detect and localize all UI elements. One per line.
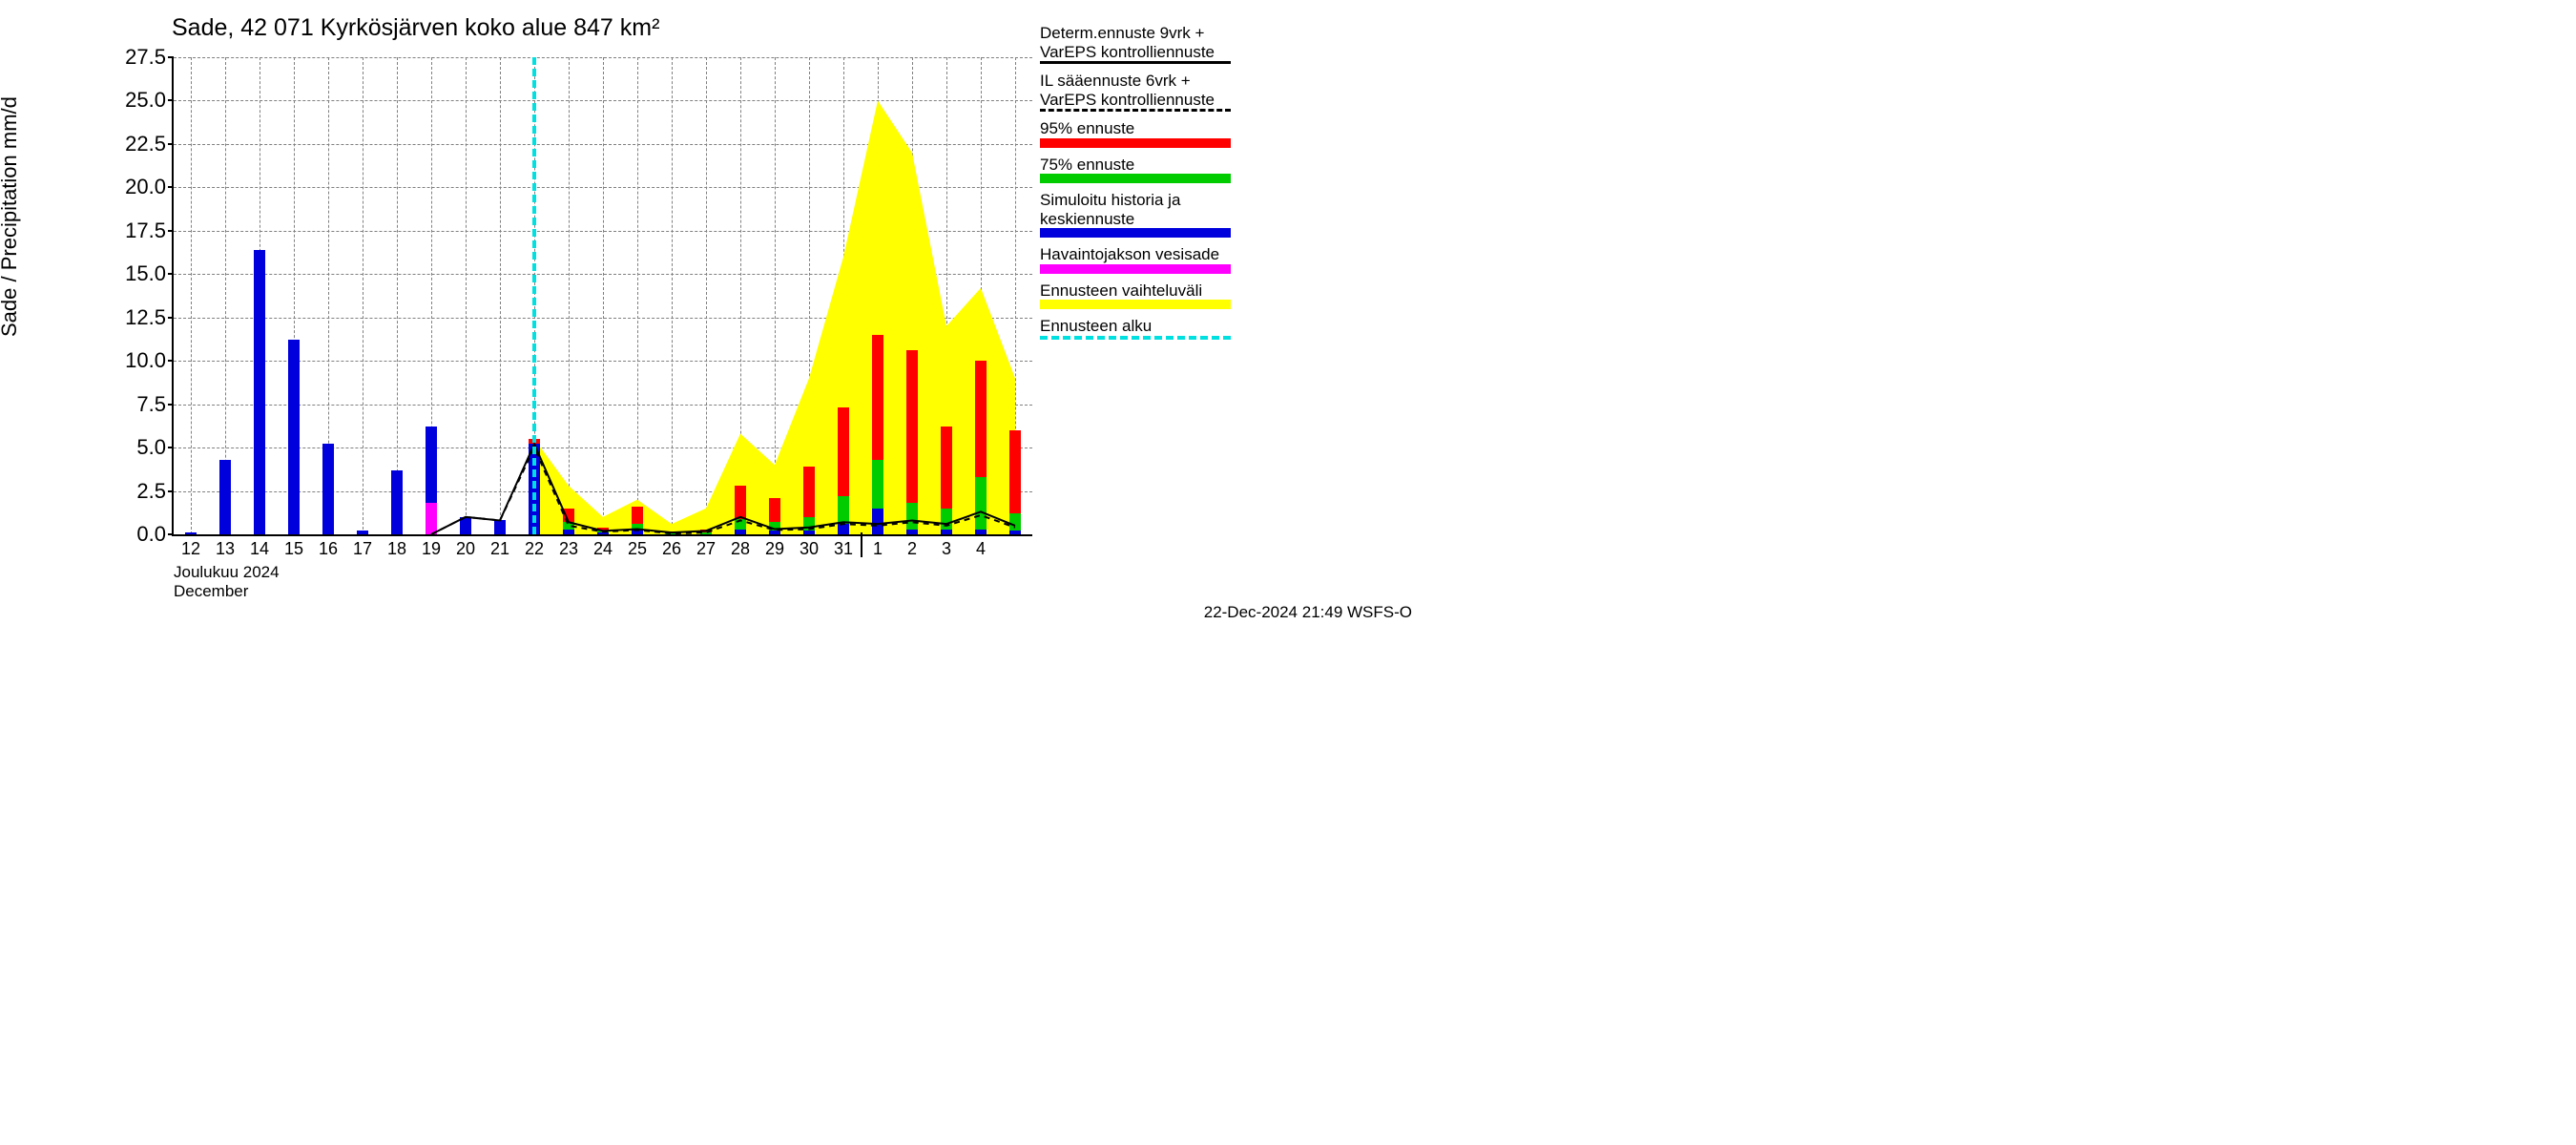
legend-item: Ennusteen vaihteluväli [1040,281,1422,310]
legend-item: IL sääennuste 6vrk + VarEPS kontrollienn… [1040,72,1422,112]
legend-label: keskiennuste [1040,210,1422,229]
y-tick-label: 25.0 [125,88,166,113]
y-tick-label: 10.0 [125,348,166,373]
x-tick-label: 28 [731,539,750,559]
legend-swatch [1040,109,1231,112]
legend-item: Determ.ennuste 9vrk +VarEPS kontrollienn… [1040,24,1422,64]
x-axis-month-label: Joulukuu 2024 December [174,563,280,602]
x-tick-label: 18 [387,539,406,559]
x-tick-label: 25 [628,539,647,559]
plot-area: Joulukuu 2024 December 0.02.55.07.510.01… [172,57,1032,536]
chart-title: Sade, 42 071 Kyrkösjärven koko alue 847 … [172,14,659,42]
y-tick-label: 12.5 [125,305,166,330]
legend-label: 95% ennuste [1040,119,1422,138]
month-divider-tick [861,532,862,557]
x-tick-label: 16 [319,539,338,559]
x-tick-label: 31 [834,539,853,559]
legend-swatch [1040,61,1231,64]
legend-item: Ennusteen alku [1040,317,1422,340]
legend-swatch [1040,228,1231,238]
forecast-line-svg [174,57,1032,534]
legend-label: Determ.ennuste 9vrk + [1040,24,1422,43]
x-tick-label: 13 [216,539,235,559]
month-fi: Joulukuu 2024 [174,563,280,581]
y-tick-label: 22.5 [125,132,166,156]
legend-label: Simuloitu historia ja [1040,191,1422,210]
x-tick-label: 23 [559,539,578,559]
legend-swatch [1040,174,1231,183]
x-tick-label: 4 [976,539,986,559]
x-tick-label: 27 [696,539,716,559]
legend-item: Simuloitu historia jakeskiennuste [1040,191,1422,238]
y-tick-label: 17.5 [125,219,166,243]
legend-swatch [1040,336,1231,340]
legend-label: Ennusteen alku [1040,317,1422,336]
x-tick-label: 29 [765,539,784,559]
x-tick-label: 3 [942,539,951,559]
y-tick-label: 5.0 [136,435,166,460]
y-tick-label: 7.5 [136,392,166,417]
x-tick-label: 15 [284,539,303,559]
y-tick-label: 0.0 [136,522,166,547]
x-tick-label: 26 [662,539,681,559]
x-tick-label: 20 [456,539,475,559]
month-en: December [174,582,248,600]
legend-label: Ennusteen vaihteluväli [1040,281,1422,301]
legend-swatch [1040,264,1231,274]
x-tick-label: 17 [353,539,372,559]
x-tick-label: 14 [250,539,269,559]
precipitation-chart: Sade, 42 071 Kyrkösjärven koko alue 847 … [0,0,1431,636]
forecast-start-line [532,57,536,534]
legend-label: VarEPS kontrolliennuste [1040,43,1422,62]
y-axis-label: Sade / Precipitation mm/d [0,96,22,337]
legend-item: 75% ennuste [1040,156,1422,184]
y-tick-label: 27.5 [125,45,166,70]
y-tick-label: 20.0 [125,175,166,199]
legend-label: IL sääennuste 6vrk + [1040,72,1422,91]
legend-swatch [1040,138,1231,148]
x-tick-label: 22 [525,539,544,559]
x-tick-label: 30 [800,539,819,559]
y-tick-label: 15.0 [125,261,166,286]
legend-item: Havaintojakson vesisade [1040,245,1422,274]
x-tick-label: 12 [181,539,200,559]
legend-label: 75% ennuste [1040,156,1422,175]
y-tick-label: 2.5 [136,479,166,504]
x-tick-label: 1 [873,539,883,559]
x-tick-label: 24 [593,539,613,559]
legend-label: Havaintojakson vesisade [1040,245,1422,264]
legend-item: 95% ennuste [1040,119,1422,148]
legend-label: VarEPS kontrolliennuste [1040,91,1422,110]
x-tick-label: 19 [422,539,441,559]
x-tick-label: 2 [907,539,917,559]
il-forecast-line [431,448,1015,534]
x-tick-label: 21 [490,539,509,559]
chart-timestamp: 22-Dec-2024 21:49 WSFS-O [1204,603,1412,622]
chart-legend: Determ.ennuste 9vrk +VarEPS kontrollienn… [1040,24,1422,347]
legend-swatch [1040,300,1231,309]
